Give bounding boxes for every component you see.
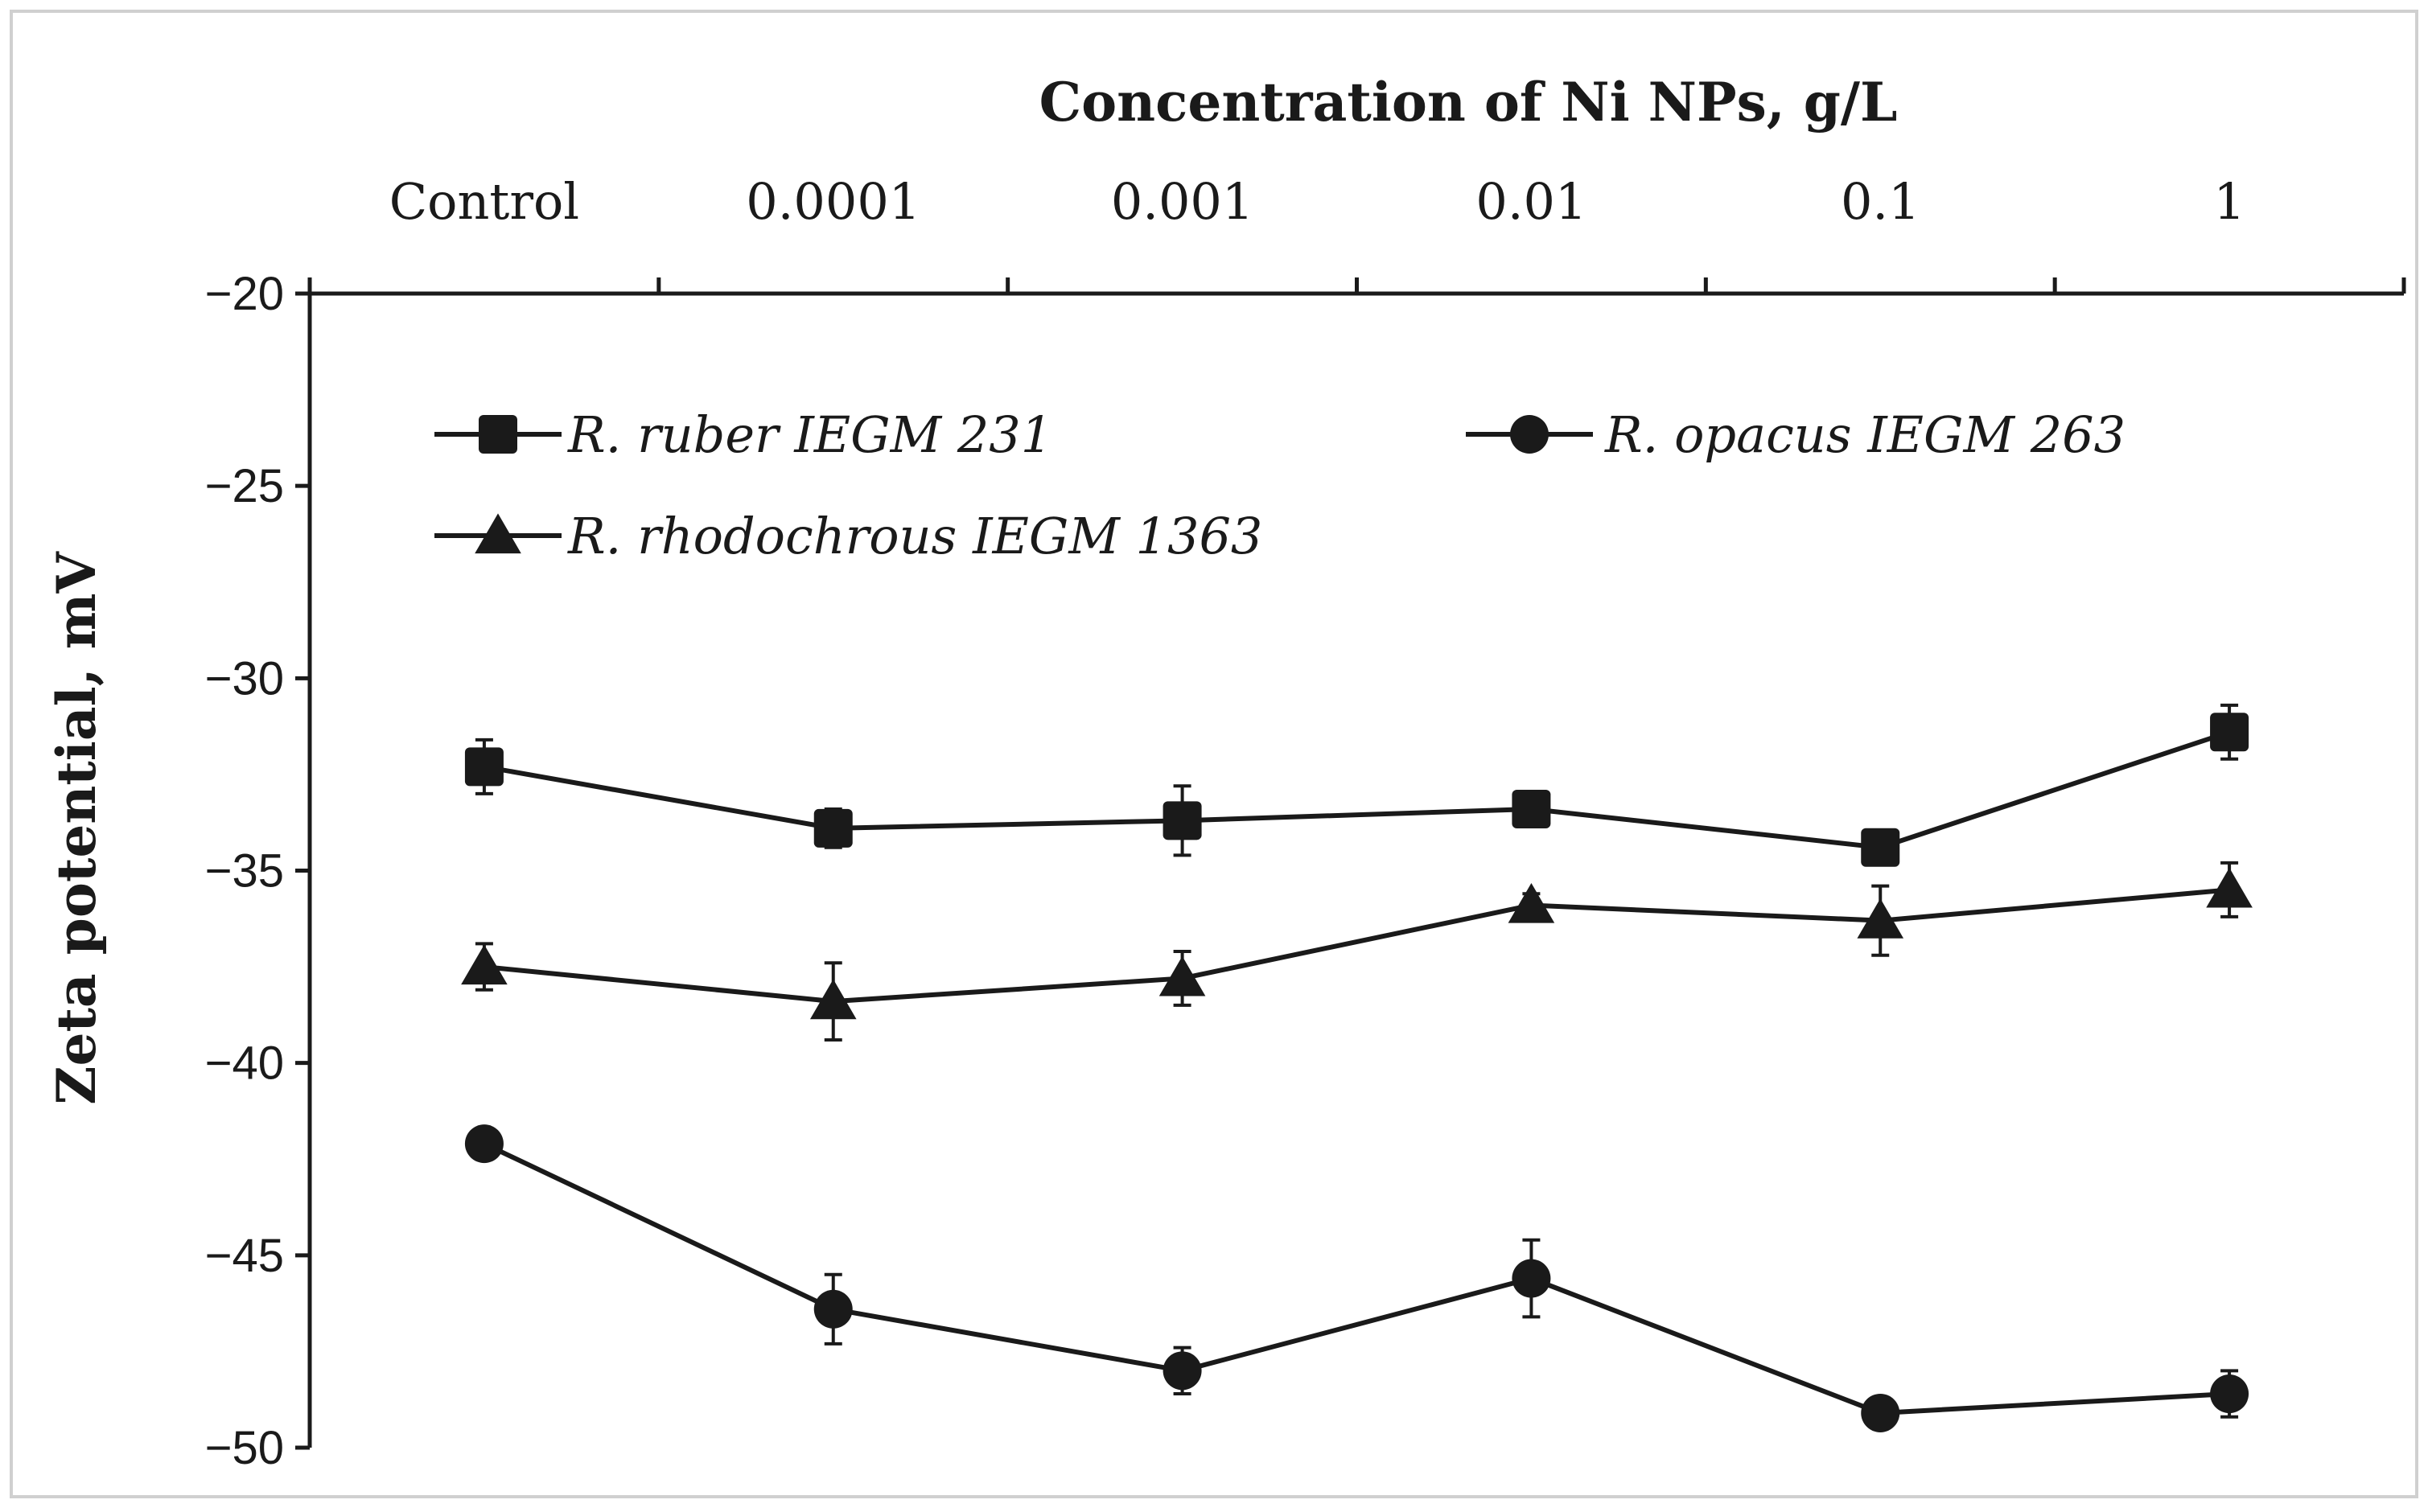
y-tick-label: −20 [205, 268, 284, 320]
x-axis-title: Concentration of Ni NPs, g/L [1039, 71, 1898, 134]
data-point [461, 944, 508, 985]
data-point [1512, 789, 1551, 828]
data-point [1508, 882, 1555, 923]
series-line [484, 729, 2231, 850]
data-point [464, 747, 504, 787]
y-tick-label: −35 [205, 845, 284, 898]
chart-border [10, 10, 2418, 1498]
y-tick-label: −25 [205, 460, 284, 512]
legend-label: R. opacus IEGM 263 [1604, 405, 2126, 464]
legend-item-triangle: R. rhodochrous IEGM 1363 [434, 507, 1262, 565]
y-tick-label: −40 [205, 1037, 284, 1090]
series-line [484, 887, 2230, 1005]
legend: R. ruber IEGM 231 R. opacus IEGM 263 R. rh… [434, 405, 2126, 565]
y-tick-label: −50 [205, 1422, 284, 1474]
y-tick-label: −30 [205, 652, 284, 705]
data-point [2206, 867, 2253, 908]
x-tick-labels: Control 0.0001 0.001 0.01 0.1 1 [389, 172, 2245, 231]
series-triangle [461, 861, 2253, 1042]
data-point [2210, 1374, 2249, 1414]
data-point [1158, 955, 1206, 996]
data-point [464, 1124, 504, 1164]
y-axis-title: Zeta potential, mV [45, 551, 108, 1105]
legend-marker [475, 513, 521, 554]
y-tick-labels: −20 −25 −30 −35 −40 −45 −50 [205, 268, 284, 1474]
legend-label: R. ruber IEGM 231 [567, 405, 1052, 464]
legend-item-square: R. ruber IEGM 231 [434, 405, 1052, 464]
data-point [1861, 1393, 1900, 1432]
data-point [1163, 1351, 1202, 1391]
legend-marker [479, 415, 517, 454]
data-point [2210, 713, 2249, 752]
data-point [1512, 1259, 1551, 1298]
data-point [813, 808, 853, 848]
legend-label: R. rhodochrous IEGM 1363 [567, 507, 1262, 565]
data-point [1163, 801, 1202, 840]
y-tick-label: −45 [205, 1230, 284, 1282]
series-square [464, 703, 2249, 867]
data-point [1857, 898, 1904, 939]
legend-marker [1510, 415, 1549, 454]
series-line [483, 1141, 2230, 1415]
x-tick-label: 0.01 [1475, 172, 1586, 231]
axes [295, 277, 2406, 1450]
x-tick-label: 1 [2213, 172, 2245, 231]
x-tick-label: 0.1 [1841, 172, 1920, 231]
legend-item-circle: R. opacus IEGM 263 [1466, 405, 2126, 464]
x-tick-label: Control [389, 172, 579, 231]
data-point [1861, 828, 1900, 867]
data-point [809, 979, 857, 1020]
x-tick-label: 0.001 [1111, 172, 1254, 231]
series-layer [461, 703, 2253, 1432]
series-circle [464, 1124, 2249, 1432]
x-tick-label: 0.0001 [746, 172, 920, 231]
data-point [813, 1289, 853, 1329]
